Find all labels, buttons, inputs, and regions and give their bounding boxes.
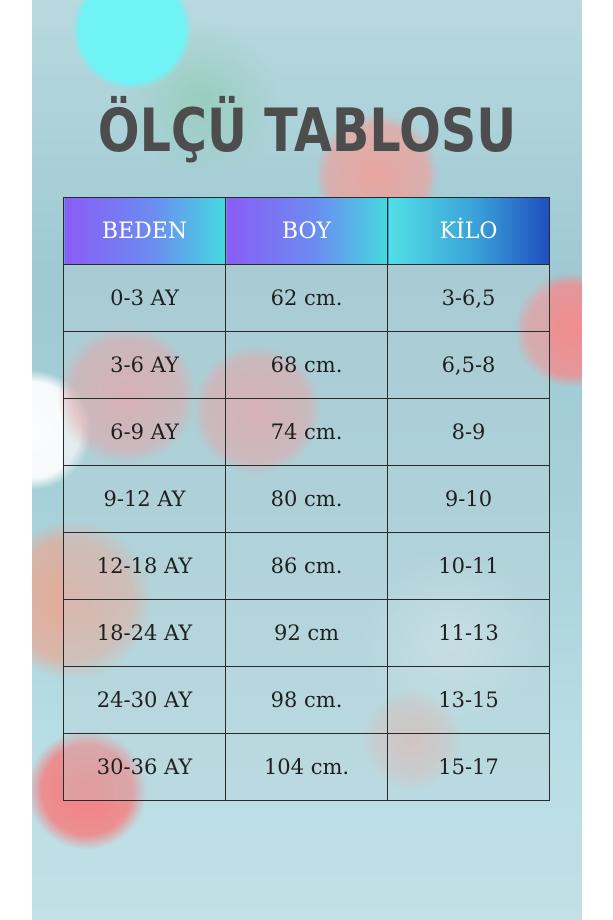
cell-kilo: 3-6,5 <box>387 264 550 332</box>
cell-kilo: 8-9 <box>387 398 550 466</box>
table-row: 12-18 AY 86 cm. 10-11 <box>63 532 550 600</box>
header-beden: BEDEN <box>63 197 226 265</box>
page-title: ÖLÇÜ TABLOSU <box>97 96 517 166</box>
table-row: 6-9 AY 74 cm. 8-9 <box>63 398 550 466</box>
cell-boy: 92 cm <box>225 599 388 667</box>
cell-kilo: 10-11 <box>387 532 550 600</box>
cell-boy: 104 cm. <box>225 733 388 801</box>
cell-boy: 86 cm. <box>225 532 388 600</box>
table-header-row: BEDEN BOY KİLO <box>63 197 550 265</box>
cell-kilo: 13-15 <box>387 666 550 734</box>
cell-beden: 9-12 AY <box>63 465 226 533</box>
cell-boy: 74 cm. <box>225 398 388 466</box>
cell-beden: 0-3 AY <box>63 264 226 332</box>
cell-kilo: 11-13 <box>387 599 550 667</box>
size-chart-poster: ÖLÇÜ TABLOSU BEDEN BOY KİLO 0-3 AY 62 cm… <box>32 0 582 920</box>
table-row: 18-24 AY 92 cm 11-13 <box>63 599 550 667</box>
size-table: BEDEN BOY KİLO 0-3 AY 62 cm. 3-6,5 3-6 A… <box>63 197 550 801</box>
header-boy: BOY <box>225 197 388 265</box>
table-row: 24-30 AY 98 cm. 13-15 <box>63 666 550 734</box>
table-row: 3-6 AY 68 cm. 6,5-8 <box>63 331 550 399</box>
cell-beden: 6-9 AY <box>63 398 226 466</box>
cell-beden: 3-6 AY <box>63 331 226 399</box>
cell-beden: 24-30 AY <box>63 666 226 734</box>
cell-boy: 98 cm. <box>225 666 388 734</box>
cell-kilo: 15-17 <box>387 733 550 801</box>
cell-boy: 80 cm. <box>225 465 388 533</box>
cell-beden: 12-18 AY <box>63 532 226 600</box>
cell-boy: 68 cm. <box>225 331 388 399</box>
cell-beden: 18-24 AY <box>63 599 226 667</box>
cell-kilo: 9-10 <box>387 465 550 533</box>
table-row: 0-3 AY 62 cm. 3-6,5 <box>63 264 550 332</box>
table-row: 9-12 AY 80 cm. 9-10 <box>63 465 550 533</box>
header-kilo: KİLO <box>387 197 550 265</box>
table-row: 30-36 AY 104 cm. 15-17 <box>63 733 550 801</box>
cell-boy: 62 cm. <box>225 264 388 332</box>
cell-kilo: 6,5-8 <box>387 331 550 399</box>
cell-beden: 30-36 AY <box>63 733 226 801</box>
